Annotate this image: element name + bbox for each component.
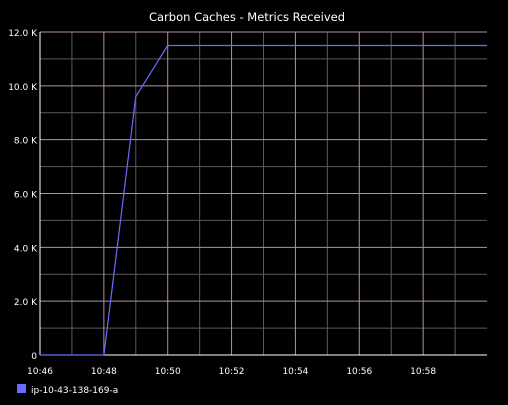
legend: ip-10-43-138-169-a bbox=[17, 384, 118, 396]
y-tick-label: 10.0 K bbox=[8, 83, 38, 93]
y-axis-ticks: 0 2.0 K 4.0 K 6.0 K 8.0 K 10.0 K 12.0 K bbox=[8, 29, 38, 362]
chart-title: Carbon Caches - Metrics Received bbox=[149, 10, 345, 24]
y-tick-label: 0 bbox=[31, 352, 37, 362]
x-tick-label: 10:56 bbox=[346, 367, 372, 377]
series-line-ip-10-43-138-169-a bbox=[40, 44, 487, 356]
axes bbox=[39, 32, 487, 356]
y-tick-label: 2.0 K bbox=[14, 298, 38, 308]
x-tick-label: 10:46 bbox=[27, 367, 53, 377]
x-tick-label: 10:52 bbox=[219, 367, 245, 377]
x-tick-label: 10:50 bbox=[155, 367, 181, 377]
series-layer bbox=[40, 44, 487, 356]
y-tick-label: 4.0 K bbox=[14, 244, 38, 254]
y-tick-label: 6.0 K bbox=[14, 191, 38, 201]
y-tick-label: 12.0 K bbox=[8, 29, 38, 39]
x-tick-label: 10:58 bbox=[410, 367, 436, 377]
x-tick-label: 10:48 bbox=[91, 367, 117, 377]
x-tick-label: 10:54 bbox=[282, 367, 308, 377]
legend-swatch bbox=[17, 384, 26, 393]
legend-label: ip-10-43-138-169-a bbox=[31, 386, 118, 396]
y-tick-label: 8.0 K bbox=[14, 137, 38, 147]
x-axis-ticks: 10:46 10:48 10:50 10:52 10:54 10:56 10:58 bbox=[27, 367, 436, 377]
grid bbox=[40, 31, 487, 355]
